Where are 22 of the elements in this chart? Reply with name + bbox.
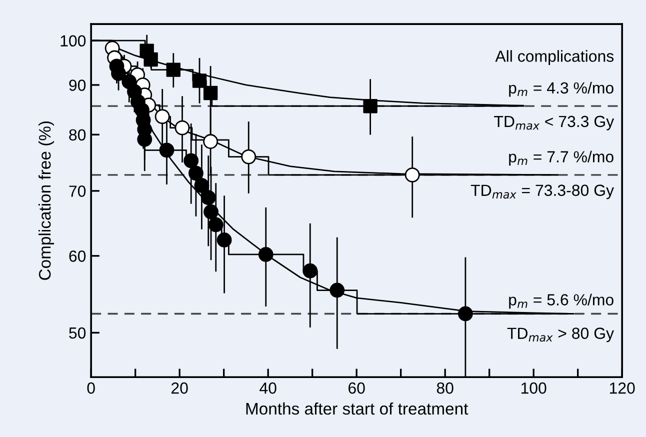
x-axis-title: Months after start of treatment — [246, 402, 468, 415]
y-tick-label: 70 — [69, 186, 86, 197]
y-tick-label: 80 — [69, 129, 86, 141]
x-tick-label: 80 — [436, 382, 454, 394]
x-tick-label: 20 — [172, 382, 188, 394]
x-tick-label: 120 — [610, 382, 635, 394]
y-tick-label: 60 — [69, 250, 86, 262]
x-tick-label: 40 — [260, 382, 276, 394]
y-tick-label: 90 — [69, 80, 86, 91]
annotation: p$_{m}$ = 5.6 %/mo — [509, 294, 614, 309]
y-tick-label: 100 — [60, 35, 86, 47]
x-tick-label: 100 — [521, 382, 546, 394]
annotation: p$_{m}$ = 7.7 %/mo — [509, 150, 614, 166]
x-tick-label: 60 — [348, 382, 365, 394]
annotation: p$_{m}$ = 4.3 %/mo — [509, 82, 614, 97]
annotation: TD$_{max}$ = 73.3-80 Gy — [470, 184, 614, 200]
annotation: TD$_{max}$ > 80 Gy — [507, 328, 614, 342]
annotation: TD$_{max}$ < 73.3 Gy — [494, 116, 614, 130]
x-tick-label: 0 — [87, 382, 95, 394]
y-axis-title: Complication free (%) — [38, 121, 54, 280]
annotation: All complications — [495, 50, 614, 66]
y-tick-label: 50 — [69, 327, 86, 339]
